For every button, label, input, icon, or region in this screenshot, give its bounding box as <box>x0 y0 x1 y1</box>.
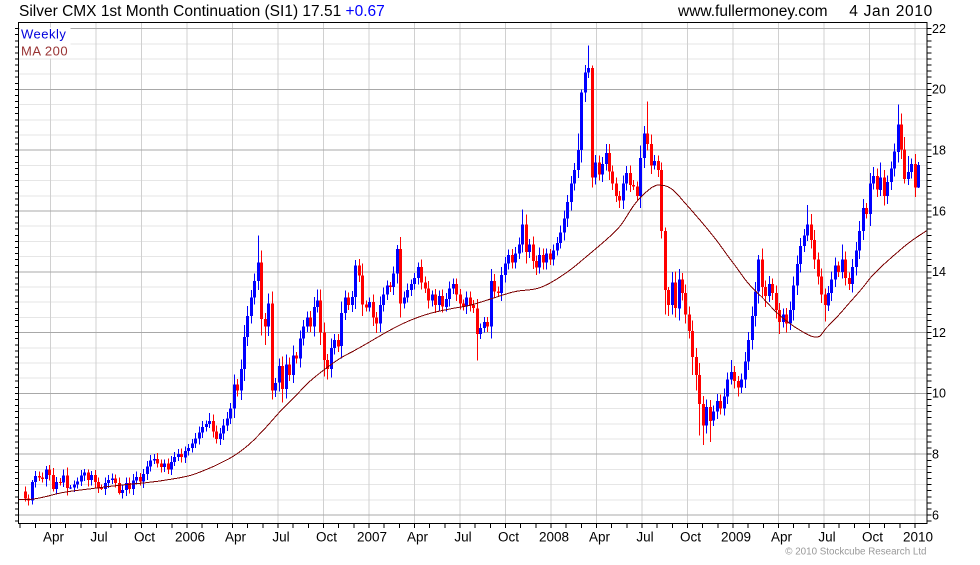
svg-text:Jul: Jul <box>90 530 107 545</box>
svg-text:2009: 2009 <box>721 530 751 545</box>
svg-text:12: 12 <box>932 326 946 340</box>
svg-text:22: 22 <box>932 22 946 36</box>
svg-text:Apr: Apr <box>771 530 793 545</box>
svg-text:Apr: Apr <box>589 530 611 545</box>
svg-text:2007: 2007 <box>357 530 387 545</box>
svg-text:14: 14 <box>932 265 946 279</box>
svg-text:Silver CMX 1st Month Continuat: Silver CMX 1st Month Continuation (SI1) … <box>19 3 385 20</box>
svg-text:2010: 2010 <box>903 530 933 545</box>
svg-text:20: 20 <box>932 83 946 97</box>
svg-text:Jul: Jul <box>272 530 289 545</box>
svg-text:Oct: Oct <box>134 530 155 545</box>
svg-text:Apr: Apr <box>43 530 65 545</box>
svg-text:Weekly: Weekly <box>21 27 66 42</box>
svg-text:Apr: Apr <box>225 530 247 545</box>
svg-text:Jul: Jul <box>636 530 653 545</box>
svg-text:Jul: Jul <box>454 530 471 545</box>
svg-text:6: 6 <box>932 508 939 522</box>
svg-text:18: 18 <box>932 144 946 158</box>
svg-text:© 2010 Stockcube Research Ltd: © 2010 Stockcube Research Ltd <box>785 547 926 558</box>
svg-text:10: 10 <box>932 387 946 401</box>
svg-text:4 Jan 2010: 4 Jan 2010 <box>849 3 933 20</box>
svg-text:2008: 2008 <box>539 530 569 545</box>
svg-text:Apr: Apr <box>407 530 429 545</box>
svg-text:Oct: Oct <box>498 530 519 545</box>
svg-text:Oct: Oct <box>680 530 701 545</box>
svg-text:2006: 2006 <box>175 530 205 545</box>
svg-text:16: 16 <box>932 204 946 218</box>
svg-text:www.fullermoney.com: www.fullermoney.com <box>677 3 828 20</box>
svg-text:Jul: Jul <box>818 530 835 545</box>
svg-text:Oct: Oct <box>862 530 883 545</box>
svg-text:MA 200: MA 200 <box>21 44 68 59</box>
svg-text:8: 8 <box>932 448 939 462</box>
svg-text:Oct: Oct <box>316 530 337 545</box>
